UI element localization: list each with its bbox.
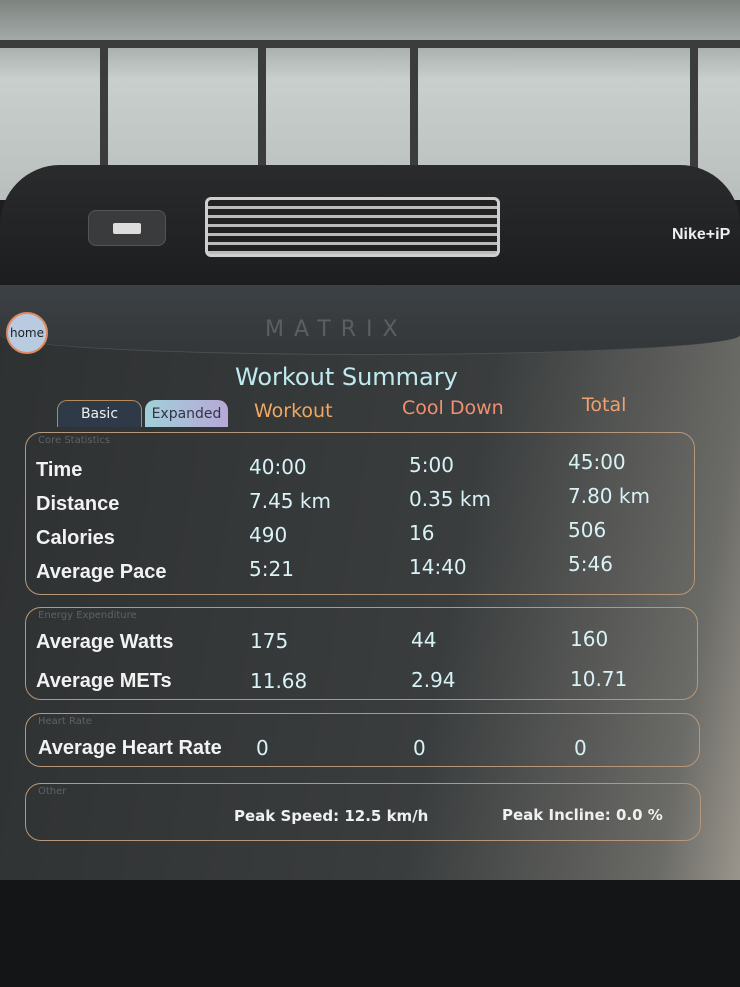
value: 490 (249, 523, 288, 547)
screen: home MATRIX Workout Summary Basic Expand… (0, 285, 740, 880)
value: 506 (568, 518, 607, 542)
window-frame (100, 40, 108, 180)
value: 2.94 (411, 668, 456, 692)
value: 7.80 km (568, 484, 650, 508)
row-label: Average Watts (36, 631, 174, 653)
value: 16 (409, 521, 435, 545)
row-label: Time (36, 459, 83, 481)
value: 44 (411, 628, 437, 652)
row-label: Calories (36, 527, 115, 549)
brand-logo: MATRIX (265, 317, 408, 342)
section-title: Other (38, 786, 67, 797)
header-band (0, 285, 740, 355)
value: 45:00 (568, 450, 626, 474)
window-frame (258, 40, 266, 180)
section-title: Energy Expenditure (38, 610, 137, 621)
row-label: Distance (36, 493, 120, 515)
value: 175 (250, 629, 289, 653)
panel-heart-rate: Heart Rate (25, 713, 700, 767)
value: 14:40 (409, 555, 467, 579)
window-frame (0, 40, 740, 48)
value: 5:21 (249, 557, 294, 581)
column-header-total: Total (582, 394, 627, 416)
section-title: Heart Rate (38, 716, 92, 727)
value: 160 (570, 627, 609, 651)
value: 5:00 (409, 453, 454, 477)
fan-vent (205, 197, 500, 257)
column-header-cooldown: Cool Down (402, 397, 504, 419)
panel-other: Other (25, 783, 701, 841)
value: 0 (574, 736, 587, 760)
row-label: Average METs (36, 670, 172, 692)
partner-logo: Nike+iP (672, 226, 731, 243)
window-frame (410, 40, 418, 180)
value: 10.71 (570, 667, 628, 691)
panel-energy-expenditure: Energy Expenditure (25, 607, 698, 700)
value: 11.68 (250, 669, 308, 693)
usb-port[interactable] (88, 210, 166, 246)
value: 5:46 (568, 552, 613, 576)
panel-core-statistics: Core Statistics (25, 432, 695, 595)
window-frame (690, 40, 698, 180)
value: 0 (256, 736, 269, 760)
section-title: Core Statistics (38, 435, 111, 446)
value: 40:00 (249, 455, 307, 479)
value: 0.35 km (409, 487, 491, 511)
value: 0 (413, 736, 426, 760)
tab-expanded[interactable]: Expanded (145, 400, 228, 427)
peak-speed: Peak Speed: 12.5 km/h (234, 807, 429, 825)
peak-incline: Peak Incline: 0.0 % (502, 806, 663, 824)
column-header-workout: Workout (254, 400, 333, 422)
console-bottom (0, 880, 740, 987)
page-title: Workout Summary (235, 363, 458, 391)
home-button[interactable]: home (6, 312, 48, 354)
value: 7.45 km (249, 489, 331, 513)
row-label: Average Heart Rate (38, 737, 222, 759)
tab-basic[interactable]: Basic (57, 400, 142, 427)
row-label: Average Pace (36, 561, 167, 583)
